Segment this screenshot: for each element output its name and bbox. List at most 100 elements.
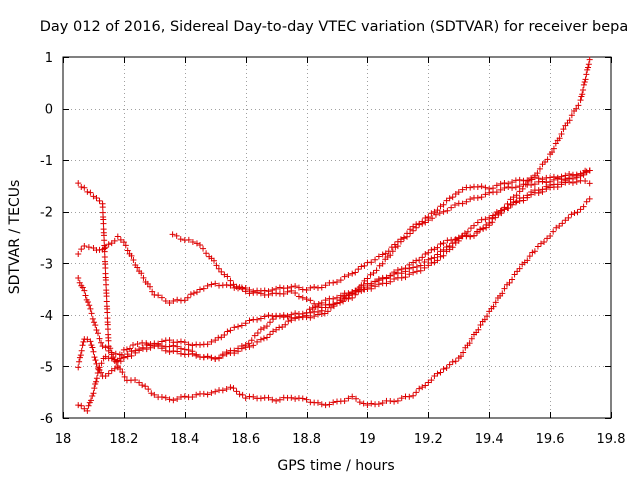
data-point-marker [284, 312, 291, 319]
data-point-marker [87, 189, 94, 196]
data-point-marker [212, 337, 219, 344]
data-point-marker [504, 200, 511, 207]
data-point-marker [92, 357, 99, 364]
data-point-marker [134, 341, 141, 348]
x-tick-label: 19 [359, 432, 376, 447]
data-point-marker [461, 230, 468, 237]
data-point-marker [235, 323, 242, 330]
data-point-marker [146, 283, 153, 290]
data-point-marker [566, 170, 573, 177]
data-point-marker [99, 343, 106, 350]
x-tick-label: 18.8 [292, 432, 321, 447]
data-point-marker [204, 391, 211, 398]
data-point-marker [582, 178, 589, 185]
data-point-marker [475, 326, 482, 333]
x-tick-label: 19.6 [536, 432, 565, 447]
data-point-marker [75, 364, 82, 371]
data-point-marker [437, 248, 444, 255]
data-point-marker [559, 220, 566, 227]
data-point-marker [490, 303, 497, 310]
data-point-marker [586, 56, 593, 63]
data-point-marker [99, 204, 106, 211]
data-point-marker [177, 394, 184, 401]
data-point-marker [299, 294, 306, 301]
data-point-marker [434, 251, 441, 258]
data-point-marker [524, 194, 531, 201]
data-point-marker [193, 391, 200, 398]
data-point-marker [257, 395, 264, 402]
data-point-marker [566, 117, 573, 124]
data-point-marker [400, 234, 407, 241]
data-point-marker [190, 290, 197, 297]
data-point-marker [170, 298, 177, 305]
data-point-marker [250, 393, 257, 400]
data-point-marker [185, 236, 192, 243]
data-point-marker [449, 244, 456, 251]
data-point-marker [111, 237, 118, 244]
data-point-marker [451, 201, 458, 208]
data-point-marker [322, 402, 329, 409]
data-point-marker [583, 198, 590, 205]
data-point-marker [280, 290, 287, 297]
data-point-marker [528, 191, 535, 198]
data-point-marker [292, 290, 299, 297]
data-point-marker [531, 181, 538, 188]
data-point-marker [434, 207, 441, 214]
data-point-marker [208, 338, 215, 345]
data-point-marker [482, 191, 489, 198]
data-point-marker [122, 242, 129, 249]
data-point-marker [89, 392, 96, 399]
data-point-marker [394, 397, 401, 404]
data-point-marker [387, 278, 394, 285]
data-point-marker [306, 306, 313, 313]
data-point-marker [474, 184, 481, 191]
data-point-marker [474, 219, 481, 226]
data-point-marker [580, 86, 587, 93]
data-point-marker [288, 287, 295, 294]
data-point-marker [307, 284, 314, 291]
data-point-marker [200, 390, 207, 397]
data-point-marker [248, 337, 255, 344]
data-point-marker [334, 294, 340, 301]
data-point-marker [221, 332, 228, 339]
data-point-marker [257, 290, 264, 297]
data-point-marker [452, 190, 459, 197]
data-point-marker [402, 274, 409, 281]
data-point-marker [174, 396, 181, 403]
data-point-marker [324, 308, 331, 315]
data-point-marker [455, 237, 462, 244]
data-point-marker [187, 291, 194, 298]
data-point-marker [467, 225, 474, 232]
data-point-marker [299, 310, 306, 317]
data-point-marker [446, 361, 453, 368]
data-point-marker [230, 385, 237, 392]
data-point-marker [307, 297, 314, 304]
data-point-marker [87, 305, 94, 312]
data-point-marker [361, 277, 368, 284]
data-point-marker [174, 296, 181, 303]
data-point-marker [417, 262, 424, 269]
data-point-marker [107, 345, 114, 352]
data-point-marker [443, 197, 450, 204]
data-point-marker [353, 288, 360, 295]
data-point-marker [467, 233, 474, 240]
data-point-marker [282, 321, 289, 328]
data-point-marker [108, 240, 115, 247]
data-point-marker [422, 251, 429, 258]
data-point-marker [509, 201, 516, 208]
data-point-marker [349, 270, 356, 277]
data-point-marker [391, 398, 398, 405]
data-point-marker [428, 210, 435, 217]
data-point-marker [77, 352, 84, 359]
data-point-marker [78, 347, 85, 354]
data-point-marker [81, 287, 88, 294]
data-point-marker [189, 239, 196, 246]
data-point-marker [174, 343, 181, 350]
data-point-marker [197, 286, 203, 293]
data-point-marker [520, 197, 527, 204]
data-point-marker [181, 393, 188, 400]
data-point-marker [162, 298, 169, 305]
data-point-marker [148, 390, 155, 397]
data-point-marker [235, 345, 242, 352]
